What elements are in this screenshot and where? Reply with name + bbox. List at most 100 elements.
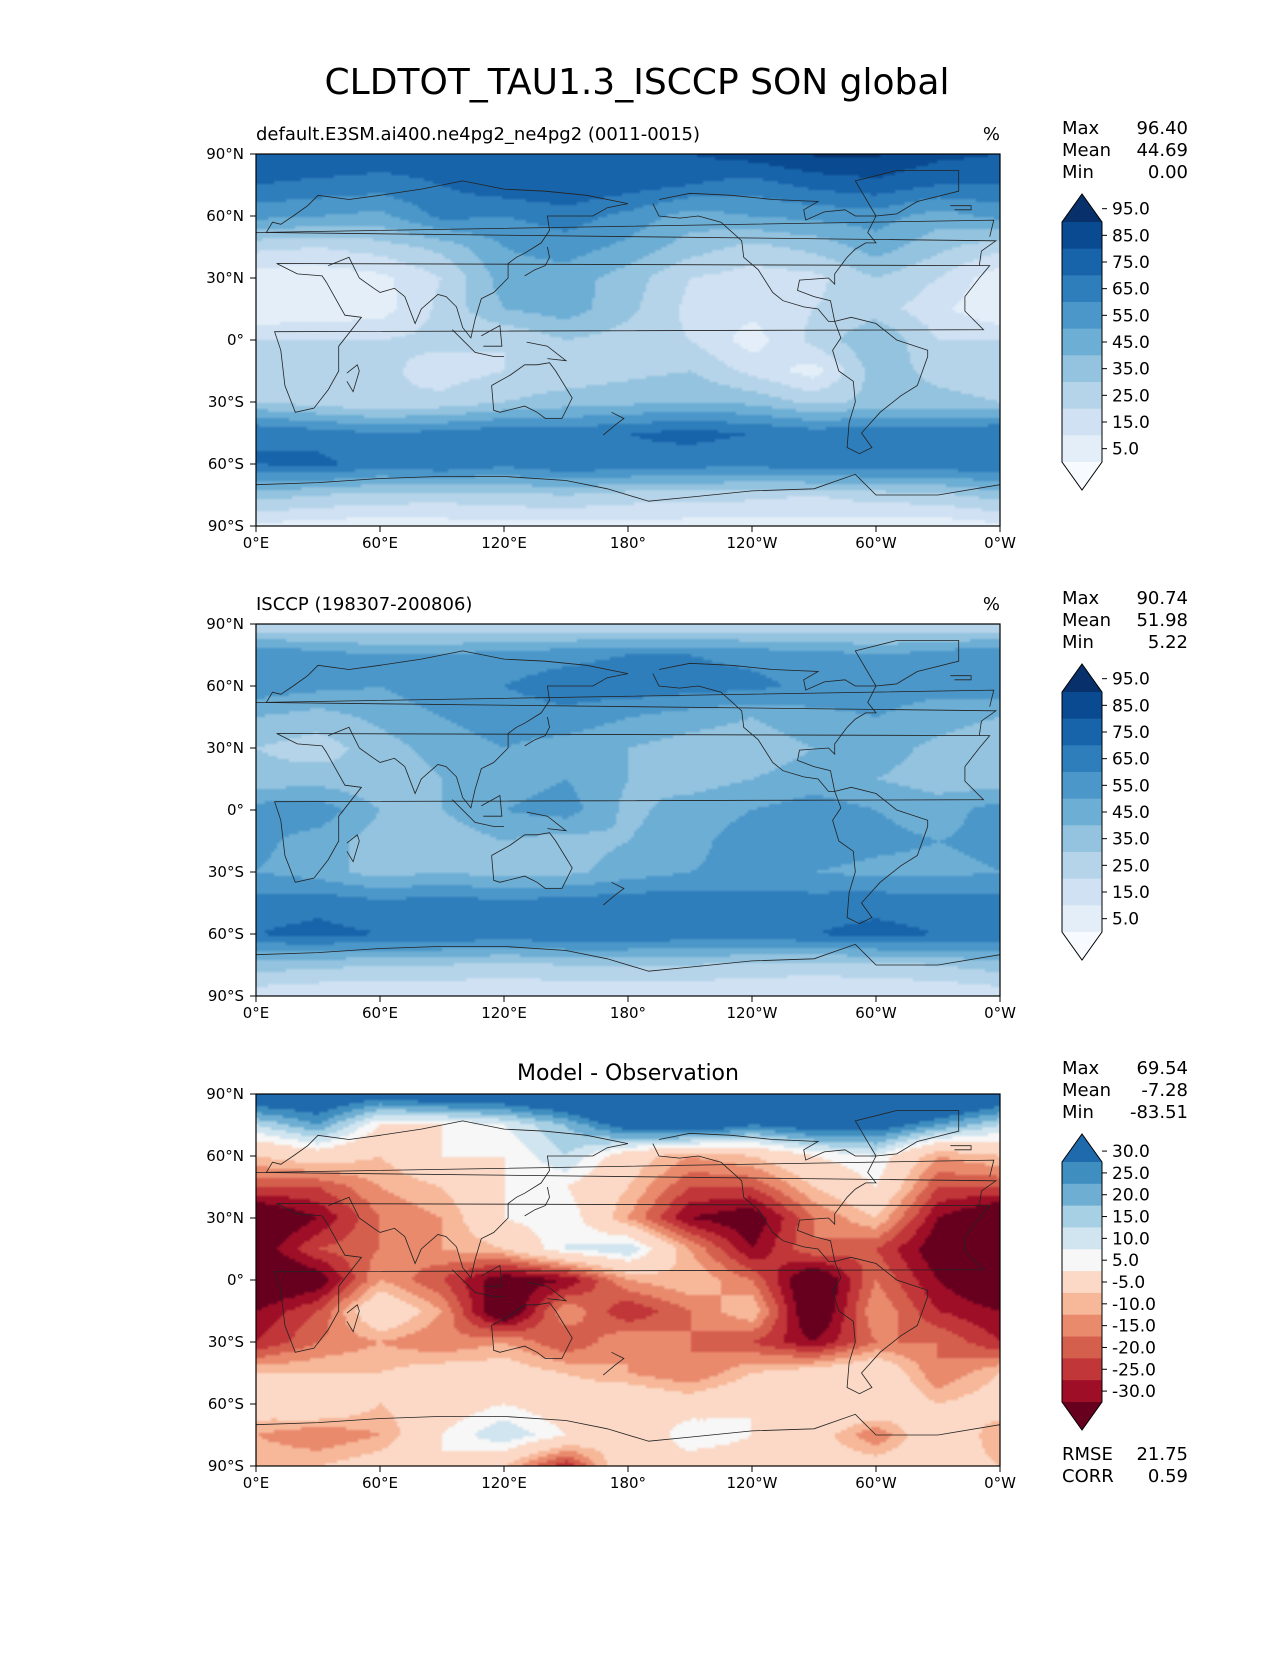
colorbar-tick-label: 25.0 — [1112, 1164, 1150, 1184]
y-tick-label: 30°S — [208, 393, 244, 411]
colorbar-tick-label: 45.0 — [1112, 333, 1150, 353]
colorbar-bin — [1062, 745, 1102, 773]
stat-label-min: Min — [1062, 162, 1094, 183]
coastline — [491, 832, 573, 889]
panel-obs: ISCCP (198307-200806) % 0°E 60°E 120°E 180°… — [206, 588, 1188, 1022]
coastline — [950, 205, 972, 211]
y-tick-label: 90°S — [208, 1457, 244, 1475]
colorbar-bin — [1062, 248, 1102, 276]
x-tick-label: 120°W — [727, 534, 778, 552]
figure-title: CLDTOT_TAU1.3_ISCCP SON global — [325, 62, 950, 103]
stat-value-mean: 44.69 — [1136, 140, 1188, 161]
coastline — [328, 1143, 629, 1279]
stat-value-min: 0.00 — [1148, 162, 1188, 183]
coastline — [526, 341, 568, 362]
colorbar-bin — [1062, 382, 1102, 410]
x-tick-label: 60°W — [855, 534, 897, 552]
panel-title-right: % — [983, 124, 1000, 145]
colorbar: -30.0-25.0-20.0-15.0-10.0-5.05.010.015.0… — [1061, 1133, 1156, 1431]
y-tick-label: 0° — [227, 801, 244, 819]
coastline — [602, 881, 625, 906]
colorbar-bin — [1062, 718, 1102, 746]
y-tick-label: 60°S — [208, 1395, 244, 1413]
coastlines — [256, 170, 1000, 502]
coastline — [452, 1269, 504, 1297]
coastline — [481, 1264, 503, 1287]
colorbar-tick-label: 15.0 — [1112, 413, 1150, 433]
coastline — [256, 689, 995, 707]
colorbar-tick-label: 30.0 — [1112, 1142, 1150, 1162]
x-tick-label: 0°E — [243, 534, 270, 552]
colorbar-tick-label: 85.0 — [1112, 696, 1150, 716]
colorbar-tick-label: 35.0 — [1112, 830, 1150, 850]
coastline — [265, 650, 998, 736]
coastline — [602, 411, 625, 436]
colorbar-bin — [1062, 1336, 1102, 1359]
colorbar-tick-label: 5.0 — [1112, 1251, 1139, 1271]
x-tick-label: 120°W — [727, 1004, 778, 1022]
coastline — [524, 1186, 550, 1217]
colorbar-tick-label: 25.0 — [1112, 386, 1150, 406]
coastline — [452, 329, 504, 357]
colorbar-tick-label: -30.0 — [1112, 1382, 1156, 1402]
coastline — [526, 811, 568, 832]
panel-diff: Model - Observation 0°E 60°E 120°E 180° 120°… — [206, 1058, 1188, 1492]
y-tick-label: 90°N — [206, 1085, 244, 1103]
field-raster — [256, 1094, 1000, 1466]
stat-label-mean: Mean — [1062, 610, 1111, 631]
colorbar-bin — [1062, 772, 1102, 800]
colorbar-tick-label: 45.0 — [1112, 803, 1150, 823]
x-tick-label: 60°E — [362, 1474, 398, 1492]
colorbar-tick-label: -10.0 — [1112, 1295, 1156, 1315]
y-tick-label: 0° — [227, 331, 244, 349]
stat-value-max: 96.40 — [1136, 118, 1188, 139]
stat-label-min: Min — [1062, 632, 1094, 653]
stat-label-max: Max — [1062, 118, 1100, 139]
y-tick-label: 30°S — [208, 1333, 244, 1351]
panel-title-center: Model - Observation — [517, 1061, 739, 1086]
y-tick-label: 30°N — [206, 1209, 244, 1227]
colorbar-tick-label: 95.0 — [1112, 200, 1150, 220]
coastline — [274, 733, 991, 883]
x-tick-label: 0°W — [984, 1004, 1016, 1022]
stat-label-corr: CORR — [1062, 1466, 1114, 1487]
stat-value-min: -83.51 — [1130, 1102, 1188, 1123]
colorbar-bin — [1062, 1271, 1102, 1294]
x-tick-label: 0°W — [984, 1474, 1016, 1492]
coastline — [832, 316, 929, 455]
colorbar-tick-label: 15.0 — [1112, 883, 1150, 903]
x-tick-label: 0°E — [243, 1004, 270, 1022]
colorbar-tick-label: 5.0 — [1112, 440, 1139, 460]
colorbar-bin — [1062, 1314, 1102, 1338]
coastline — [256, 943, 1000, 972]
stat-label-min: Min — [1062, 1102, 1094, 1123]
x-tick-label: 120°E — [481, 534, 527, 552]
panel-title-right: % — [983, 594, 1000, 615]
x-tick-label: 60°E — [362, 1004, 398, 1022]
x-tick-label: 60°E — [362, 534, 398, 552]
coastline — [265, 180, 998, 266]
colorbar-bin — [1062, 852, 1102, 880]
coastline — [526, 1281, 568, 1302]
stat-value-max: 69.54 — [1136, 1058, 1188, 1079]
field-raster — [256, 624, 1000, 996]
colorbar-tick-label: 15.0 — [1112, 1208, 1150, 1228]
colorbar-tick-label: 95.0 — [1112, 670, 1150, 690]
colorbar-bin — [1062, 328, 1102, 356]
stat-value-mean: -7.28 — [1141, 1080, 1188, 1101]
colorbar-bin — [1062, 1162, 1102, 1185]
colorbar-extend-max — [1062, 1134, 1102, 1162]
colorbar-extend-min — [1062, 462, 1102, 490]
colorbar-bin — [1062, 1205, 1102, 1228]
colorbar-tick-label: 5.0 — [1112, 910, 1139, 930]
stat-label-mean: Mean — [1062, 140, 1111, 161]
colorbar-outline — [1061, 1133, 1103, 1431]
colorbar-tick-label: -25.0 — [1112, 1360, 1156, 1380]
coastline — [950, 1145, 972, 1151]
coastline — [328, 203, 629, 339]
y-tick-label: 30°N — [206, 739, 244, 757]
y-tick-label: 90°S — [208, 987, 244, 1005]
stat-value-max: 90.74 — [1136, 588, 1188, 609]
x-tick-label: 120°E — [481, 1474, 527, 1492]
x-tick-label: 120°W — [727, 1474, 778, 1492]
